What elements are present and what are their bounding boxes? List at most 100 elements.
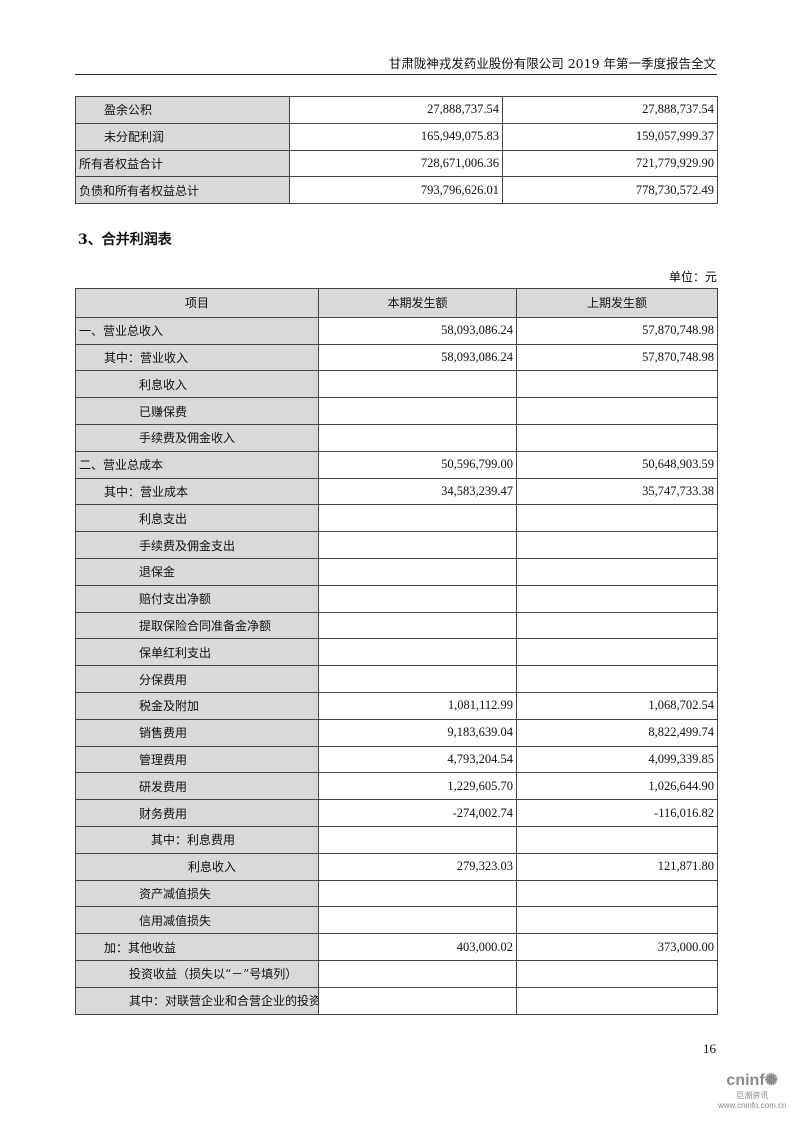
previous-period-value: [516, 584, 718, 613]
previous-period-value: [516, 879, 718, 908]
row-label: 其中：营业收入: [75, 343, 319, 372]
row-label: 手续费及佣金支出: [75, 531, 319, 559]
row-label: 盈余公积: [75, 96, 290, 124]
previous-period-value: 35,747,733.38: [516, 477, 718, 506]
previous-period-value: 778,730,572.49: [502, 176, 718, 205]
table-row: 投资收益（损失以“－”号填列）: [75, 959, 718, 988]
row-label: 投资收益（损失以“－”号填列）: [75, 959, 319, 988]
table-row: 负债和所有者权益总计 793,796,626.01 778,730,572.49: [75, 176, 718, 205]
row-label: 利息收入: [75, 852, 319, 881]
previous-period-value: [516, 825, 718, 854]
cninfo-watermark-logo: cninf✺ 巨潮资讯 www.cninfo.com.cn: [718, 1072, 787, 1110]
current-period-value: 728,671,006.36: [289, 149, 503, 178]
row-label: 已赚保费: [75, 397, 319, 425]
header-rule: [75, 74, 717, 75]
row-label: 保单红利支出: [75, 638, 319, 667]
current-period-value: [318, 879, 517, 908]
row-label: 其中：对联营企业和合营企业的投资: [75, 986, 319, 1015]
current-period-value: 1,081,112.99: [318, 691, 517, 720]
row-label: 其中：利息费用: [75, 825, 319, 854]
running-header: 甘肃陇神戎发药业股份有限公司 2019 年第一季度报告全文: [388, 56, 716, 71]
table-row: 手续费及佣金收入: [75, 423, 718, 452]
previous-period-value: [516, 986, 718, 1015]
table-row: 赔付支出净额: [75, 584, 718, 613]
table-row: 一、营业总收入 58,093,086.24 57,870,748.98: [75, 316, 718, 345]
current-period-value: [318, 825, 517, 854]
previous-period-value: 57,870,748.98: [516, 343, 718, 372]
table-row: 利息收入: [75, 370, 718, 399]
previous-period-value: 1,026,644.90: [516, 772, 718, 801]
column-header-previous: 上期发生额: [516, 288, 718, 318]
table-header-row: 项目 本期发生额 上期发生额: [75, 288, 718, 318]
previous-period-value: 1,068,702.54: [516, 691, 718, 720]
row-label: 财务费用: [75, 799, 319, 827]
current-period-value: [318, 557, 517, 586]
row-label: 分保费用: [75, 665, 319, 693]
current-period-value: 9,183,639.04: [318, 718, 517, 747]
row-label: 信用减值损失: [75, 906, 319, 935]
current-period-value: [318, 504, 517, 533]
table-row: 财务费用 -274,002.74 -116,016.82: [75, 799, 718, 827]
row-label: 利息支出: [75, 504, 319, 533]
income-statement-table: 项目 本期发生额 上期发生额 一、营业总收入 58,093,086.24 57,87…: [75, 288, 718, 1015]
table-row: 信用减值损失: [75, 906, 718, 935]
previous-period-value: 27,888,737.54: [502, 96, 718, 124]
table-row: 未分配利润 165,949,075.83 159,057,999.37: [75, 122, 718, 151]
current-period-value: 50,596,799.00: [318, 450, 517, 479]
current-period-value: [318, 397, 517, 425]
row-label: 二、营业总成本: [75, 450, 319, 479]
table-row: 资产减值损失: [75, 879, 718, 908]
previous-period-value: 8,822,499.74: [516, 718, 718, 747]
balance-sheet-tail-table: 盈余公积 27,888,737.54 27,888,737.54 未分配利润 165,9…: [75, 96, 718, 205]
section-title: 3、合并利润表: [78, 232, 172, 248]
table-row: 保单红利支出: [75, 638, 718, 667]
current-period-value: 27,888,737.54: [289, 96, 503, 124]
current-period-value: [318, 611, 517, 640]
table-row: 加：其他收益 403,000.02 373,000.00: [75, 933, 718, 961]
current-period-value: -274,002.74: [318, 799, 517, 827]
current-period-value: 58,093,086.24: [318, 343, 517, 372]
table-row: 研发费用 1,229,605.70 1,026,644.90: [75, 772, 718, 801]
row-label: 资产减值损失: [75, 879, 319, 908]
current-period-value: 793,796,626.01: [289, 176, 503, 205]
row-label: 未分配利润: [75, 122, 290, 151]
table-row: 其中：营业收入 58,093,086.24 57,870,748.98: [75, 343, 718, 372]
row-label: 赔付支出净额: [75, 584, 319, 613]
table-row: 二、营业总成本 50,596,799.00 50,648,903.59: [75, 450, 718, 479]
table-row: 分保费用: [75, 665, 718, 693]
previous-period-value: 721,779,929.90: [502, 149, 718, 178]
current-period-value: [318, 370, 517, 399]
previous-period-value: [516, 504, 718, 533]
row-label: 负债和所有者权益总计: [75, 176, 290, 205]
row-label: 销售费用: [75, 718, 319, 747]
cninfo-swirl-icon: ✺: [764, 1072, 779, 1089]
current-period-value: 403,000.02: [318, 933, 517, 961]
row-label: 加：其他收益: [75, 933, 319, 961]
current-period-value: 279,323.03: [318, 852, 517, 881]
row-label: 退保金: [75, 557, 319, 586]
table-row: 利息收入 279,323.03 121,871.80: [75, 852, 718, 881]
table-row: 税金及附加 1,081,112.99 1,068,702.54: [75, 691, 718, 720]
current-period-value: [318, 665, 517, 693]
current-period-value: [318, 531, 517, 559]
row-label: 一、营业总收入: [75, 316, 319, 345]
current-period-value: 58,093,086.24: [318, 316, 517, 345]
previous-period-value: 373,000.00: [516, 933, 718, 961]
previous-period-value: [516, 397, 718, 425]
table-row: 已赚保费: [75, 397, 718, 425]
row-label: 利息收入: [75, 370, 319, 399]
table-row: 其中：利息费用: [75, 825, 718, 854]
current-period-value: 1,229,605.70: [318, 772, 517, 801]
table-row: 手续费及佣金支出: [75, 531, 718, 559]
row-label: 手续费及佣金收入: [75, 423, 319, 452]
previous-period-value: [516, 611, 718, 640]
current-period-value: [318, 986, 517, 1015]
previous-period-value: 50,648,903.59: [516, 450, 718, 479]
table-row: 管理费用 4,793,204.54 4,099,339.85: [75, 745, 718, 774]
column-header-current: 本期发生额: [318, 288, 517, 318]
table-row: 销售费用 9,183,639.04 8,822,499.74: [75, 718, 718, 747]
page-number: 16: [703, 1041, 716, 1056]
previous-period-value: 159,057,999.37: [502, 122, 718, 151]
previous-period-value: -116,016.82: [516, 799, 718, 827]
